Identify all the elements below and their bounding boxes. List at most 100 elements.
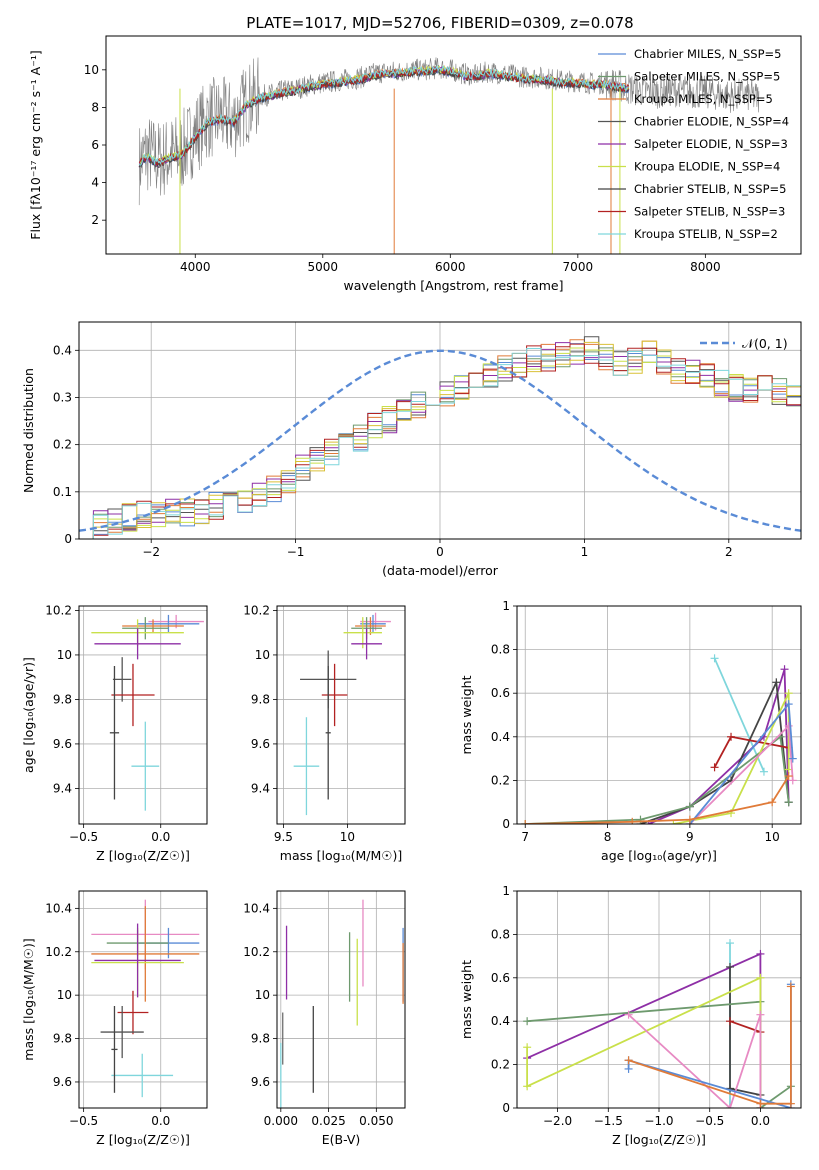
y-tick-label: 10.2 <box>45 603 72 617</box>
y-axis-label: Normed distribution <box>21 368 36 493</box>
y-tick-label: 0 <box>502 817 510 831</box>
errorbar-point <box>94 628 181 660</box>
weight-series-line <box>627 1014 762 1108</box>
y-tick-label: 0 <box>502 1101 510 1115</box>
y-tick-label: 10 <box>255 988 270 1002</box>
x-tick-label: 7 <box>521 830 529 844</box>
errorbar-point <box>109 666 120 800</box>
y-tick-label: 10 <box>255 648 270 662</box>
x-axis-label: Z [log₁₀(Z/Z☉)] <box>96 1132 190 1147</box>
x-tick-label: −1 <box>287 545 305 559</box>
age-vs-mass-axes: 9.5 10 9.4 9.6 9.8 10 10.2 mass [log₁₀(M/M☉)] <box>243 603 405 863</box>
spectrum-legend: Chabrier MILES, N_SSP=5 Salpeter MILES, N… <box>598 47 789 241</box>
errorbar-point <box>360 614 386 633</box>
massweight-vs-age-axes: 7 8 9 10 0 0.2 0.4 0.6 0.8 1 age [log₁₀(age/yr)] ma… <box>459 599 801 863</box>
mass-vs-Z-axes: −0.5 0.0 9.6 9.8 10 10.2 10.4 Z [log₁₀(Z/Z☉)] ma… <box>21 891 207 1147</box>
histogram-series <box>79 343 801 539</box>
x-axis-label: age [log₁₀(age/yr)] <box>601 848 717 863</box>
x-tick-label: −0.5 <box>69 830 98 844</box>
y-tick-label: 2 <box>91 213 99 227</box>
errorbar-point <box>111 663 155 727</box>
y-tick-label: 0.2 <box>491 773 510 787</box>
spectrum-model-line <box>138 64 629 166</box>
errorbar-point <box>137 614 200 633</box>
x-tick-label: 4000 <box>180 260 211 274</box>
y-tick-label: 9.8 <box>251 692 270 706</box>
y-tick-label: 1 <box>502 599 510 613</box>
axes-frame <box>105 35 802 255</box>
massweight-vs-age-marks <box>521 654 797 824</box>
residuals-axes: −2 −1 0 1 2 0 0.1 0.2 0.3 0.4 (data-model)/error No… <box>21 322 801 578</box>
x-tick-label: 6000 <box>435 260 466 274</box>
x-tick-label: 2 <box>725 545 733 559</box>
axes-frame <box>276 890 406 1109</box>
x-axis-label: (data-model)/error <box>382 563 499 578</box>
y-tick-label: 10.2 <box>243 603 270 617</box>
x-tick-label: 9 <box>686 830 694 844</box>
y-tick-label: 8 <box>91 100 99 114</box>
axes-frame <box>78 890 208 1109</box>
x-tick-label: −1.0 <box>644 1114 673 1128</box>
y-tick-label: 9.4 <box>251 781 270 795</box>
y-tick-label: 9.8 <box>251 1032 270 1046</box>
weight-series-line <box>526 952 762 1108</box>
errorbar-point <box>293 717 320 816</box>
histogram-series <box>79 348 801 539</box>
normal-curve <box>79 349 801 532</box>
x-tick-label: 10 <box>340 830 355 844</box>
errorbar-point <box>112 657 132 702</box>
errorbar-point <box>343 617 382 649</box>
y-axis-label: mass weight <box>459 675 474 754</box>
y-tick-label: 0.2 <box>53 438 72 452</box>
massweight-vs-Z-marks <box>523 939 795 1108</box>
errorbar-point <box>122 617 169 640</box>
axes-frame <box>516 890 802 1109</box>
weight-series-line <box>525 775 790 824</box>
histogram-series <box>79 347 801 539</box>
spectrum-marks <box>138 57 760 254</box>
legend-label: Salpeter STELIB, N_SSP=3 <box>634 205 785 219</box>
y-tick-label: 10.4 <box>243 901 270 915</box>
histogram-series <box>79 347 801 539</box>
y-axis-label: age [log₁₀(age/yr)] <box>21 657 36 773</box>
x-tick-label: 8000 <box>690 260 721 274</box>
y-tick-label: 10 <box>57 988 72 1002</box>
x-tick-label: 0.050 <box>359 1114 393 1128</box>
errorbar-point <box>111 1053 174 1098</box>
figure-title: PLATE=1017, MJD=52706, FIBERID=0309, z=0… <box>246 14 633 32</box>
legend-label: Kroupa MILES, N_SSP=5 <box>634 92 773 106</box>
y-tick-label: 10 <box>84 63 99 77</box>
errorbar-point <box>122 619 184 633</box>
x-tick-label: 1 <box>581 545 589 559</box>
y-tick-label: 9.6 <box>53 1075 72 1089</box>
age-vs-Z-axes: −0.5 0.0 9.4 9.6 9.8 10 10.2 Z [log₁₀(Z/Z☉)] age… <box>21 603 207 863</box>
y-tick-label: 0.1 <box>53 485 72 499</box>
y-tick-label: 0.4 <box>53 343 72 357</box>
mass-vs-ebv-axes: 0.000 0.025 0.050 9.6 9.8 10 10.2 10.4 E(B-V) <box>243 891 405 1147</box>
y-tick-label: 10.4 <box>45 901 72 915</box>
legend-label: Chabrier ELODIE, N_SSP=4 <box>634 115 789 129</box>
residuals-legend: 𝒩(0, 1) <box>700 336 788 351</box>
x-tick-label: 5000 <box>308 260 339 274</box>
spectrum-axes: 4000 5000 6000 7000 8000 2 4 6 8 10 wavelength [An… <box>28 50 721 293</box>
errorbar-point <box>111 1006 118 1093</box>
x-tick-label: 0.025 <box>311 1114 345 1128</box>
histogram-series <box>79 343 801 539</box>
y-tick-label: 0.4 <box>491 730 510 744</box>
mass-vs-Z-marks <box>91 899 200 1098</box>
x-axis-label: Z [log₁₀(Z/Z☉)] <box>612 1132 706 1147</box>
errorbar-point <box>91 906 200 1002</box>
x-tick-label: 9.5 <box>274 830 293 844</box>
y-tick-label: 0.6 <box>491 686 510 700</box>
y-tick-label: 9.4 <box>53 781 72 795</box>
x-tick-label: 7000 <box>563 260 594 274</box>
x-axis-label: E(B-V) <box>322 1132 361 1147</box>
residuals-marks <box>79 336 801 539</box>
errorbar-point <box>351 628 382 660</box>
x-tick-label: 0.000 <box>264 1114 298 1128</box>
y-tick-label: 9.6 <box>53 737 72 751</box>
errorbar-point <box>355 617 386 635</box>
weight-series-line <box>628 986 792 1105</box>
legend-label: Kroupa STELIB, N_SSP=2 <box>634 227 778 241</box>
